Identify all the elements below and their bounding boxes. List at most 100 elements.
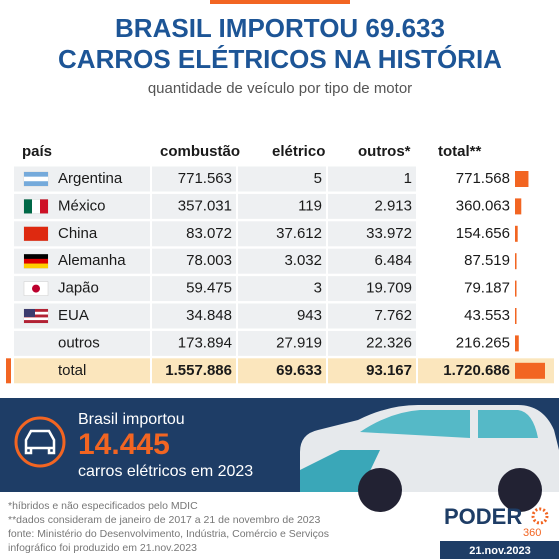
row-bg	[238, 166, 326, 192]
cell: 154.656	[456, 225, 510, 242]
flag	[24, 226, 48, 241]
flag	[24, 176, 48, 182]
cell: 1	[404, 170, 412, 187]
total-bar	[515, 335, 519, 352]
row-bg	[418, 193, 514, 219]
cell: 1.557.886	[165, 362, 232, 379]
flag	[24, 309, 48, 312]
row-bg	[152, 221, 236, 247]
title: CARROS ELÉTRICOS NA HISTÓRIA	[58, 44, 502, 74]
row-bg	[152, 330, 236, 356]
row-bg	[238, 248, 326, 274]
row-label: outros	[58, 334, 100, 351]
row-bg	[152, 358, 236, 384]
row-label: Argentina	[58, 170, 123, 187]
top-accent	[210, 0, 350, 4]
total-accent	[6, 358, 11, 384]
row-bg	[152, 303, 236, 329]
cell: 78.003	[186, 252, 232, 269]
highlight-text: carros elétricos em 2023	[78, 463, 253, 480]
row-bg	[238, 330, 326, 356]
row-bg	[418, 248, 514, 274]
column-header: combustão	[160, 143, 240, 160]
row-bg	[328, 193, 416, 219]
flag	[24, 317, 48, 321]
row-bg	[14, 330, 150, 356]
subtitle: quantidade de veículo por tipo de motor	[148, 80, 412, 97]
note: **dados consideram de janeiro de 2017 a …	[8, 514, 320, 526]
cell: 119	[298, 197, 322, 214]
cell: 6.484	[374, 252, 412, 269]
total-bar	[515, 198, 522, 215]
row-bg	[238, 221, 326, 247]
total-bar	[515, 253, 517, 270]
row-bg	[328, 166, 416, 192]
logo: 360	[523, 527, 541, 539]
row-bg	[328, 303, 416, 329]
row-bg	[238, 358, 326, 384]
flag	[24, 309, 35, 317]
cell: 22.326	[366, 334, 412, 351]
column-header: outros*	[358, 143, 411, 160]
row-label: México	[58, 197, 106, 214]
cell: 943	[297, 307, 322, 324]
total-bar	[515, 308, 517, 324]
column-header: total**	[438, 143, 482, 160]
column-header: país	[22, 143, 52, 160]
row-bg	[152, 276, 236, 302]
cell: 771.568	[456, 170, 510, 187]
logo-sun	[531, 507, 549, 525]
flag	[24, 199, 32, 214]
row-bg	[418, 303, 514, 329]
cell: 87.519	[464, 252, 510, 269]
car-illustration	[300, 405, 559, 512]
cell: 360.063	[456, 197, 510, 214]
cell: 27.919	[276, 334, 322, 351]
row-bg	[418, 330, 514, 356]
row-bg	[14, 358, 150, 384]
note: *híbridos e não especificados pelo MDIC	[8, 500, 198, 512]
cell: 37.612	[276, 225, 322, 242]
row-bg	[418, 276, 514, 302]
total-bar	[515, 362, 545, 379]
cell: 1.720.686	[443, 362, 510, 379]
row-bg	[328, 330, 416, 356]
total-bar	[515, 225, 518, 242]
table: país combustão elétrico outros* total** Argen…	[6, 143, 554, 384]
flag	[24, 320, 48, 323]
cell: 19.709	[366, 280, 412, 297]
flag	[24, 311, 48, 315]
row-bg	[238, 276, 326, 302]
flag	[32, 284, 40, 293]
row-bg	[238, 303, 326, 329]
cell: 771.563	[178, 170, 232, 187]
row-bg	[418, 358, 514, 384]
flag	[24, 263, 48, 269]
row-label: China	[58, 225, 98, 242]
column-header: elétrico	[272, 143, 325, 160]
cell: 173.894	[178, 334, 232, 351]
row-bg	[328, 248, 416, 274]
cell: 7.762	[374, 307, 412, 324]
cell: 59.475	[186, 280, 232, 297]
cell: 79.187	[464, 280, 510, 297]
row-label: total	[58, 362, 86, 379]
flag	[24, 254, 48, 259]
title: BRASIL IMPORTOU 69.633	[115, 13, 445, 43]
row-bg	[418, 166, 514, 192]
total-bar	[515, 171, 529, 187]
row-bg	[152, 248, 236, 274]
cell: 5	[314, 170, 322, 187]
note: infográfico foi produzido em 21.nov.2023	[8, 542, 197, 554]
cell: 43.553	[464, 307, 510, 324]
date: 21.nov.2023	[469, 545, 531, 557]
row-bg	[328, 221, 416, 247]
car-icon	[14, 416, 66, 468]
highlight-text: Brasil importou	[78, 411, 185, 428]
cell: 2.913	[374, 197, 412, 214]
date-box	[440, 541, 559, 559]
row-bg	[152, 166, 236, 192]
row-bg	[328, 276, 416, 302]
cell: 33.972	[366, 225, 412, 242]
row-bg	[328, 358, 416, 384]
